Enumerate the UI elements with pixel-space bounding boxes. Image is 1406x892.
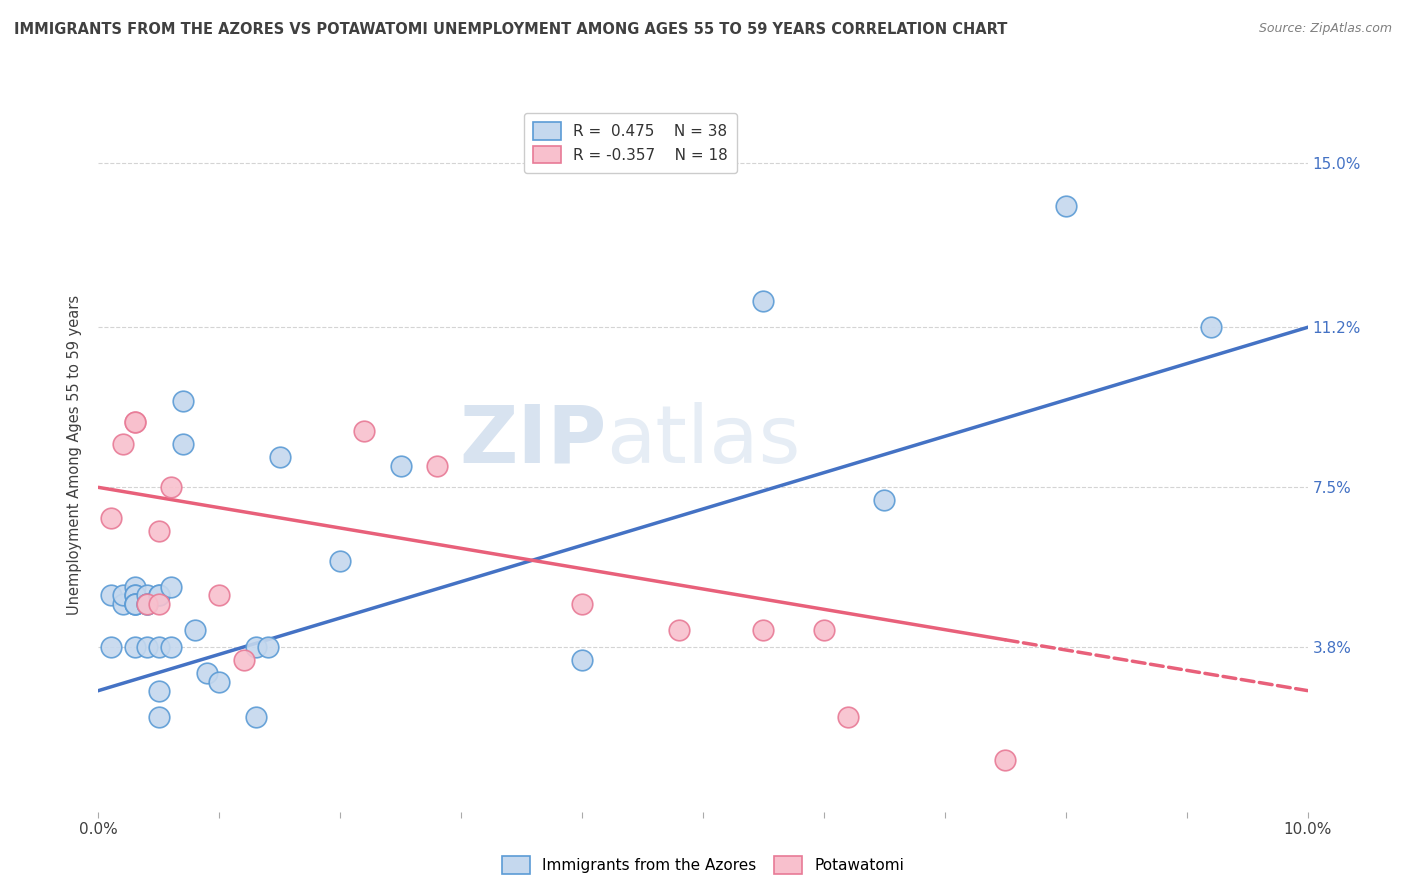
Point (571, 653, 593, 667)
Point (124, 640, 146, 655)
Point (353, 424, 375, 438)
Point (752, 294, 775, 309)
Point (184, 623, 207, 637)
Point (160, 580, 183, 594)
Point (148, 640, 170, 655)
Point (160, 480, 183, 494)
Point (668, 623, 690, 637)
Point (148, 709, 170, 723)
Text: ZIP: ZIP (458, 401, 606, 480)
Point (100, 589, 122, 603)
Point (245, 709, 267, 723)
Point (837, 709, 859, 723)
Point (135, 597, 157, 611)
Point (135, 640, 157, 655)
Point (172, 437, 194, 451)
Point (135, 589, 157, 603)
Point (148, 589, 170, 603)
Point (124, 416, 146, 430)
Point (148, 589, 170, 603)
Point (195, 666, 218, 681)
Point (232, 653, 254, 667)
Point (813, 623, 835, 637)
Point (100, 640, 122, 655)
Point (135, 597, 157, 611)
Point (124, 597, 146, 611)
Point (124, 589, 146, 603)
Point (124, 597, 146, 611)
Point (208, 675, 231, 690)
Point (124, 580, 146, 594)
Point (873, 493, 896, 508)
Point (752, 623, 775, 637)
Point (329, 554, 352, 568)
Point (426, 458, 449, 473)
Point (111, 437, 134, 451)
Point (1054, 199, 1077, 213)
Point (389, 458, 412, 473)
Legend: R =  0.475    N = 38, R = -0.357    N = 18: R = 0.475 N = 38, R = -0.357 N = 18 (524, 113, 737, 173)
Point (269, 450, 291, 464)
Point (571, 597, 593, 611)
Point (111, 597, 134, 611)
Point (124, 597, 146, 611)
Point (148, 524, 170, 538)
Point (172, 393, 194, 408)
Point (1199, 320, 1222, 334)
Point (148, 683, 170, 698)
Point (245, 640, 267, 655)
Y-axis label: Unemployment Among Ages 55 to 59 years: Unemployment Among Ages 55 to 59 years (67, 295, 83, 615)
Point (994, 753, 1017, 767)
Text: IMMIGRANTS FROM THE AZORES VS POTAWATOMI UNEMPLOYMENT AMONG AGES 55 TO 59 YEARS : IMMIGRANTS FROM THE AZORES VS POTAWATOMI… (14, 22, 1008, 37)
Point (100, 510, 122, 524)
Text: Source: ZipAtlas.com: Source: ZipAtlas.com (1258, 22, 1392, 36)
Point (135, 597, 157, 611)
Point (111, 589, 134, 603)
Point (256, 640, 278, 655)
Text: atlas: atlas (606, 401, 800, 480)
Point (124, 589, 146, 603)
Point (124, 416, 146, 430)
Point (208, 589, 231, 603)
Point (148, 597, 170, 611)
Legend: Immigrants from the Azores, Potawatomi: Immigrants from the Azores, Potawatomi (496, 850, 910, 880)
Point (160, 640, 183, 655)
